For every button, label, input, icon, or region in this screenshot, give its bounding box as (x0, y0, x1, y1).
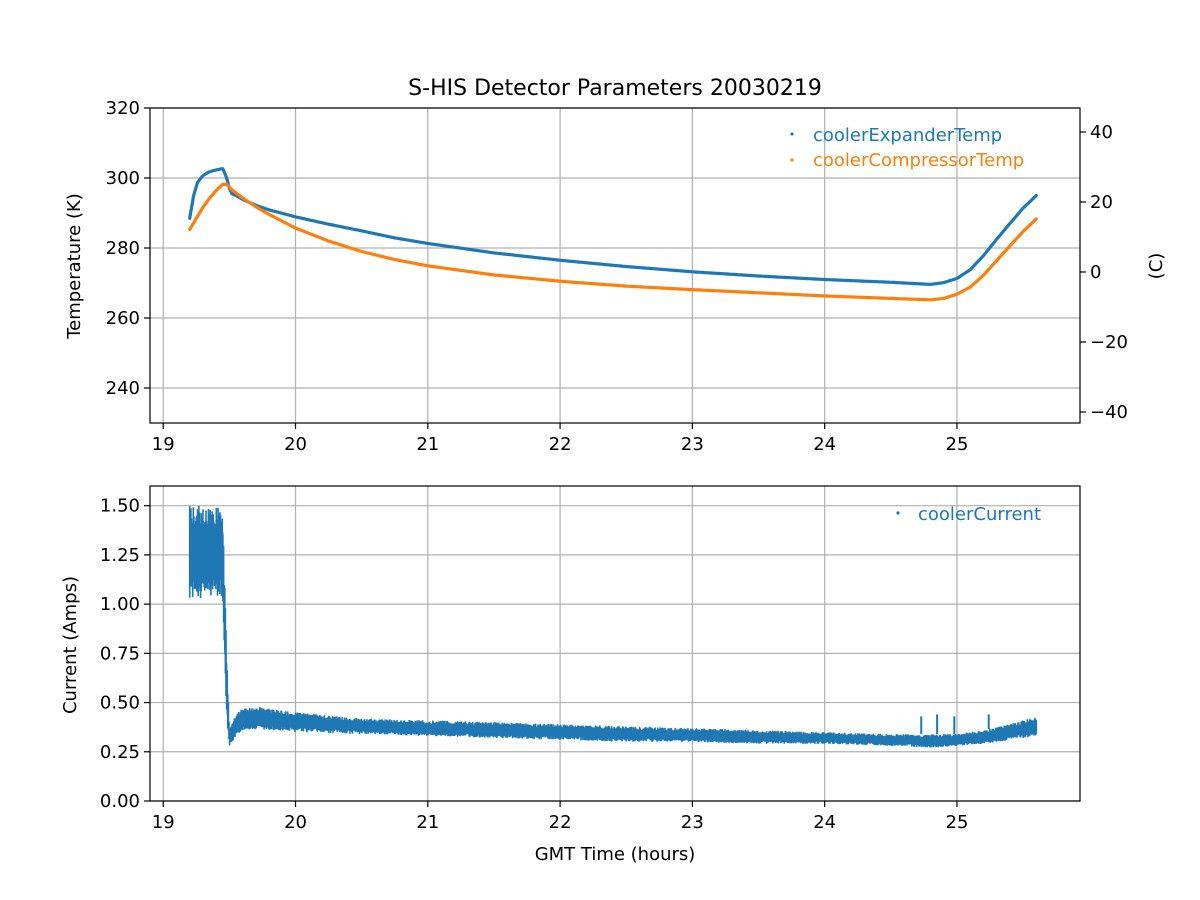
y-tick-label: 1.50 (100, 496, 140, 517)
y-tick-label: 240 (106, 378, 140, 399)
right-y-tick-label: 20 (1090, 192, 1113, 213)
x-axis-label: GMT Time (hours) (535, 844, 696, 865)
legend-label-expander: coolerExpanderTemp (813, 125, 1002, 146)
legend-label-compressor: coolerCompressorTemp (813, 150, 1024, 171)
bottom-axes-frame (149, 485, 1081, 802)
x-tick-label: 20 (284, 812, 307, 833)
y-tick-label: 320 (106, 98, 140, 119)
series-coolerCompressorTemp (188, 182, 1038, 302)
bottom-plot-area (188, 505, 1038, 748)
bottom-y-axis-label: Current (Amps) (60, 576, 81, 714)
x-tick-label: 25 (946, 434, 969, 455)
y-tick-label: 0.00 (100, 791, 140, 812)
x-tick-label: 19 (152, 812, 175, 833)
y-tick-label: 1.00 (100, 594, 140, 615)
x-tick-label: 23 (681, 812, 704, 833)
bottom-grid (150, 486, 1080, 802)
x-tick-label: 24 (813, 812, 836, 833)
right-y-tick-label: 40 (1090, 122, 1113, 143)
series-coolerExpanderTemp (188, 167, 1038, 286)
y-tick-label: 280 (106, 238, 140, 259)
series-coolerCurrent (188, 505, 1038, 748)
y-tick-label: 0.50 (100, 693, 140, 714)
top-axes-frame (149, 107, 1081, 424)
right-y-tick-label: 0 (1090, 262, 1101, 283)
x-tick-label: 24 (813, 434, 836, 455)
top-right-y-axis-label: (C) (1146, 253, 1167, 280)
legend-marker-expander (790, 132, 794, 136)
x-tick-label: 21 (416, 812, 439, 833)
top-y-axis-label: Temperature (K) (64, 193, 85, 340)
x-tick-label: 22 (549, 434, 572, 455)
legend-label-current: coolerCurrent (918, 504, 1041, 525)
x-tick-label: 21 (416, 434, 439, 455)
x-tick-label: 25 (946, 812, 969, 833)
right-y-tick-label: −40 (1090, 402, 1128, 423)
top-axis-ticks: 19 20 21 22 23 24 25 240 260 280 300 320 −40 −20 0 20 40 (106, 98, 1128, 455)
x-tick-label: 23 (681, 434, 704, 455)
x-tick-label: 22 (549, 812, 572, 833)
top-plot-area (188, 167, 1038, 302)
y-tick-label: 1.25 (100, 545, 140, 566)
right-y-tick-label: −20 (1090, 332, 1128, 353)
chart-title: S-HIS Detector Parameters 20030219 (408, 76, 822, 101)
y-tick-label: 0.75 (100, 643, 140, 664)
bottom-axis-ticks: 19 20 21 22 23 24 25 0.00 0.25 0.50 0.75 1.00 1.25 1.… (100, 496, 969, 833)
y-tick-label: 260 (106, 308, 140, 329)
y-tick-label: 300 (106, 168, 140, 189)
legend-marker-compressor (790, 158, 794, 162)
series-coolerCurrent-core (189, 524, 1037, 746)
legend-marker-current (896, 511, 900, 515)
y-tick-label: 0.25 (100, 742, 140, 763)
x-tick-label: 20 (284, 434, 307, 455)
bottom-legend: coolerCurrent (896, 504, 1041, 525)
top-legend: coolerExpanderTemp coolerCompressorTemp (790, 125, 1024, 171)
x-tick-label: 19 (152, 434, 175, 455)
